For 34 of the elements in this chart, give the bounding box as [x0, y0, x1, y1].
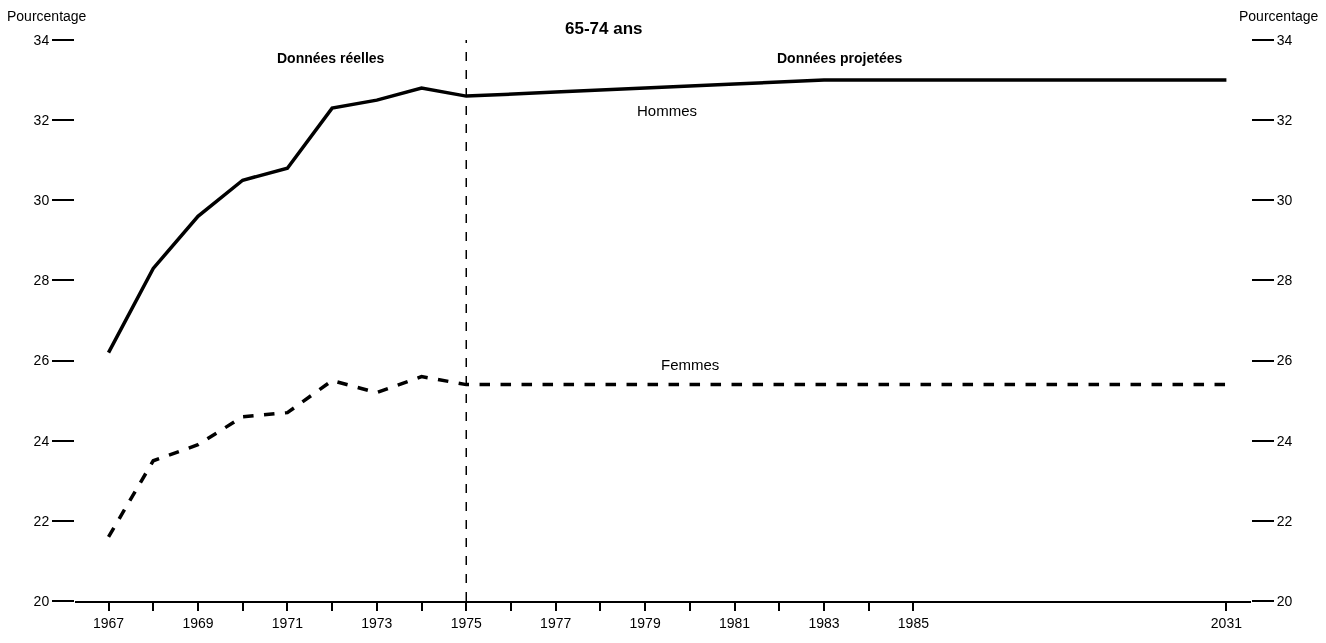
x-tick-label: 1975: [450, 614, 483, 631]
y-tick-label: 20: [33, 592, 50, 609]
x-tick-label: 1985: [897, 614, 930, 631]
chart-title: 65-74 ans: [565, 19, 643, 38]
series-label: Femmes: [661, 356, 720, 373]
y-axis-title: Pourcentage: [7, 8, 87, 24]
y-tick-label: 22: [33, 512, 50, 529]
y-tick-label: 34: [33, 31, 50, 48]
y-tick-label: 32: [33, 112, 50, 129]
y2-axis-title: Pourcentage: [1239, 8, 1319, 24]
y2-tick-label: 34: [1276, 31, 1293, 48]
x-tick-label: 1983: [808, 614, 840, 631]
y-tick-label: 24: [33, 432, 50, 449]
y-tick-label: 28: [33, 272, 50, 289]
x-tick-label: 1979: [629, 614, 661, 631]
y2-tick-label: 32: [1276, 112, 1293, 129]
y2-tick-label: 20: [1276, 592, 1293, 609]
x-tick-label: 2031: [1210, 614, 1243, 631]
x-tick-label: 1967: [92, 614, 125, 631]
x-tick-label: 1973: [361, 614, 393, 631]
x-tick-label: 1977: [540, 614, 572, 631]
series-label: Hommes: [637, 102, 698, 119]
x-tick-label: 1981: [718, 614, 751, 631]
y2-tick-label: 30: [1276, 192, 1293, 209]
y2-tick-label: 26: [1276, 352, 1293, 369]
annotation: Données réelles: [277, 50, 385, 66]
y2-tick-label: 28: [1276, 272, 1293, 289]
x-tick-label: 1969: [182, 614, 214, 631]
y-tick-label: 30: [33, 192, 50, 209]
x-tick-label: 1971: [271, 614, 304, 631]
y2-tick-label: 22: [1276, 512, 1293, 529]
y2-tick-label: 24: [1276, 432, 1293, 449]
annotation: Données projetées: [777, 50, 903, 66]
y-tick-label: 26: [33, 352, 50, 369]
